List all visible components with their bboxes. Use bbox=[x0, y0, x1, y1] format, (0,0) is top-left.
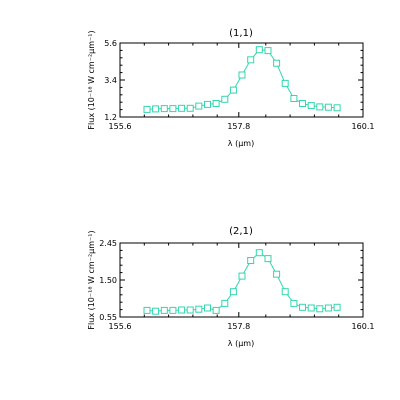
data-point bbox=[195, 305, 203, 313]
x-tick-label: 160.1 bbox=[352, 322, 375, 331]
data-point bbox=[299, 100, 306, 107]
data-point bbox=[229, 288, 237, 296]
data-point bbox=[324, 103, 332, 111]
data-point bbox=[152, 307, 160, 315]
data-point bbox=[143, 105, 151, 113]
data-point bbox=[247, 56, 255, 64]
data-point bbox=[316, 305, 324, 313]
data-point bbox=[160, 105, 168, 113]
data-point bbox=[238, 71, 246, 79]
series-line bbox=[146, 49, 338, 110]
data-point bbox=[238, 272, 246, 280]
data-point bbox=[204, 100, 211, 108]
x-tick-label: 157.8 bbox=[227, 122, 250, 131]
data-series bbox=[143, 249, 341, 315]
data-point bbox=[247, 257, 255, 264]
data-point bbox=[152, 105, 160, 113]
data-point bbox=[264, 255, 272, 263]
data-point bbox=[273, 270, 281, 278]
data-point bbox=[281, 79, 289, 87]
panel-title: (2,1) bbox=[229, 226, 253, 237]
data-point bbox=[143, 306, 151, 314]
y-axis-label: Flux (10⁻¹⁸ W cm⁻²μm⁻¹) bbox=[87, 30, 96, 129]
data-point bbox=[178, 104, 186, 112]
data-point bbox=[324, 304, 332, 312]
data-point bbox=[195, 102, 203, 110]
series-line bbox=[146, 252, 338, 312]
x-tick-label: 160.1 bbox=[352, 122, 375, 131]
data-point bbox=[169, 306, 177, 314]
y-tick-label: 1.50 bbox=[99, 276, 117, 285]
data-point bbox=[178, 306, 186, 314]
data-point bbox=[186, 306, 194, 314]
data-point bbox=[273, 59, 281, 67]
y-tick-label: 3.4 bbox=[104, 76, 117, 85]
data-point bbox=[281, 288, 289, 296]
data-point bbox=[212, 306, 220, 314]
panel-2: (2,1) 0.55 1.50 2.45 155.6 157.8 160.1 λ… bbox=[87, 226, 374, 348]
data-point bbox=[264, 47, 272, 55]
x-tick-label: 155.6 bbox=[109, 122, 132, 131]
x-axis-label: λ (μm) bbox=[228, 139, 254, 148]
y-tick-label: 1.2 bbox=[104, 113, 117, 122]
data-point bbox=[229, 86, 237, 94]
x-tick-label: 157.8 bbox=[227, 322, 250, 331]
data-point bbox=[160, 306, 168, 314]
data-series bbox=[143, 46, 341, 113]
data-point bbox=[186, 104, 194, 112]
data-point bbox=[290, 299, 298, 307]
data-point bbox=[316, 103, 324, 111]
panel-title: (1,1) bbox=[229, 28, 253, 39]
data-point bbox=[307, 304, 315, 312]
data-point bbox=[169, 105, 177, 113]
x-axis-label: λ (μm) bbox=[228, 339, 254, 348]
data-point bbox=[204, 304, 211, 312]
data-point bbox=[307, 102, 315, 110]
data-point bbox=[290, 95, 298, 102]
data-point bbox=[212, 100, 220, 107]
y-tick-label: 5.6 bbox=[104, 39, 117, 48]
y-tick-label: 2.45 bbox=[99, 239, 117, 248]
y-axis-label: Flux (10⁻¹⁸ W cm⁻²μm⁻¹) bbox=[87, 230, 96, 329]
panel-1: (1,1) 1.2 3.4 5.6 155.6 157.8 160.1 λ (μ… bbox=[87, 28, 374, 148]
y-tick-label: 0.55 bbox=[99, 313, 117, 322]
data-point bbox=[299, 303, 306, 311]
data-point bbox=[255, 249, 263, 257]
axis-ticks bbox=[119, 242, 364, 318]
data-point bbox=[333, 104, 341, 112]
axis-ticks bbox=[119, 42, 364, 118]
x-tick-label: 155.6 bbox=[109, 322, 132, 331]
data-point bbox=[221, 95, 229, 103]
data-point bbox=[333, 303, 341, 311]
data-point bbox=[255, 46, 263, 54]
data-point bbox=[221, 299, 229, 307]
